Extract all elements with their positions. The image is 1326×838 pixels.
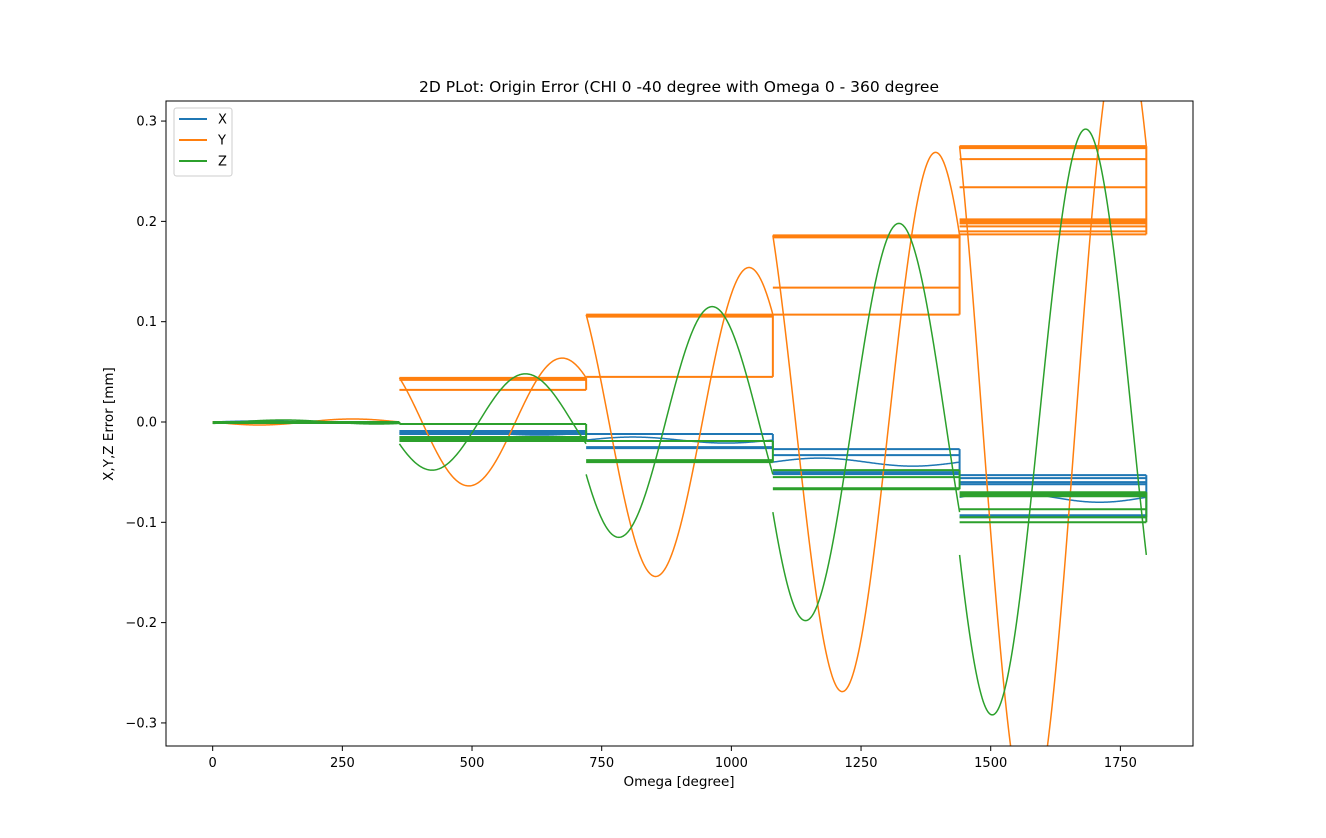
series-z-steps	[586, 440, 774, 464]
series-z-steps	[959, 491, 1148, 524]
series-x-steps	[772, 448, 961, 476]
chart-title: 2D PLot: Origin Error (CHI 0 -40 degree …	[419, 78, 939, 96]
series-y-sweep	[585, 266, 774, 578]
y-tick-label: −0.1	[125, 516, 157, 531]
series-y-sweep	[958, 101, 1148, 746]
x-tick-label: 1000	[715, 756, 748, 771]
series-y-steps	[586, 313, 774, 378]
y-tick-label: 0.3	[136, 115, 157, 130]
legend-label-z: Z	[218, 155, 227, 170]
series-x-sweep	[772, 457, 960, 467]
series-z-steps	[399, 423, 588, 443]
y-tick-label: −0.3	[125, 716, 157, 731]
x-tick-label: 750	[589, 756, 614, 771]
y-axis: −0.3 −0.2 −0.1 0.0 0.1 0.2 0.3	[125, 115, 166, 731]
series-y-steps	[959, 145, 1148, 236]
series-z-sweep	[398, 373, 587, 471]
x-tick-label: 0	[209, 756, 217, 771]
series-z-steps	[212, 421, 401, 424]
y-tick-label: −0.2	[125, 616, 157, 631]
series-y-steps	[772, 234, 961, 316]
x-tick-label: 250	[330, 756, 355, 771]
plot-frame	[165, 100, 1194, 747]
series-x-steps	[586, 433, 774, 450]
series-z-sweep	[772, 222, 961, 622]
series-z-sweep	[585, 305, 774, 539]
x-tick-label: 1750	[1104, 756, 1137, 771]
legend-box	[173, 107, 233, 177]
series-z-sweep	[958, 128, 1148, 716]
x-tick-label: 1500	[974, 756, 1007, 771]
series-y-steps	[399, 376, 588, 391]
x-tick-label: 500	[460, 756, 485, 771]
y-tick-label: 0.2	[136, 215, 157, 230]
legend-label-x: X	[218, 113, 227, 128]
series-z-steps	[772, 469, 961, 491]
y-tick-label: 0.0	[136, 415, 157, 430]
series-x-steps	[959, 474, 1148, 519]
series-x-steps	[399, 430, 588, 436]
x-tick-label: 1250	[844, 756, 877, 771]
series-y-sweep	[772, 151, 961, 693]
legend-label-y: Y	[217, 134, 226, 149]
y-axis-label: X,Y,Z Error [mm]	[101, 367, 117, 481]
y-tick-label: 0.1	[136, 315, 157, 330]
x-axis-label: Omega [degree]	[623, 774, 734, 790]
x-axis: 0 250 500 750 1000 1250 1500 1750	[209, 746, 1137, 771]
legend: XYZ	[173, 107, 233, 177]
